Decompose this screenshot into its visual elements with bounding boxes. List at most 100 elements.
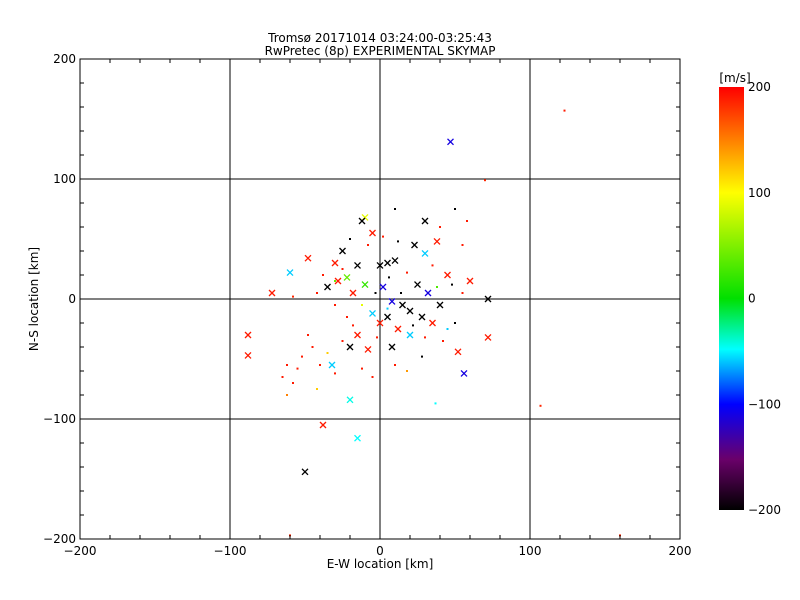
point-dot <box>400 292 402 294</box>
chart-title: Tromsø 20171014 03:24:00-03:25:43 <box>267 31 492 45</box>
point-cross <box>429 319 436 327</box>
point-cross-stroke <box>244 331 252 339</box>
point-cross-stroke <box>319 421 327 429</box>
point-dot <box>382 235 384 238</box>
point-cross-stroke <box>466 277 474 285</box>
point-cross-stroke <box>304 254 312 262</box>
x-tick-labels: −200 −100 0 100 200 <box>64 544 692 558</box>
point-cross-stroke <box>406 307 414 315</box>
point-cross <box>376 319 384 327</box>
point-dot <box>319 364 321 366</box>
point-dot <box>286 394 288 396</box>
point-cross <box>354 331 361 339</box>
point-dot <box>454 208 456 210</box>
point-cross-stroke <box>394 325 402 333</box>
point-cross-stroke <box>433 237 441 245</box>
point-cross <box>444 271 451 279</box>
point-cross <box>339 247 346 255</box>
point-dot <box>334 280 336 282</box>
colorbar-tick-label: −200 <box>748 503 781 517</box>
point-cross <box>376 261 384 269</box>
point-dot <box>301 355 303 358</box>
point-cross-stroke <box>343 273 351 281</box>
point-cross <box>484 333 492 341</box>
point-cross-stroke <box>331 259 339 267</box>
y-tick-label: −100 <box>43 412 76 426</box>
point-cross-stroke <box>339 247 346 255</box>
point-cross-stroke <box>388 297 396 305</box>
point-dot <box>446 328 449 330</box>
point-cross-stroke <box>414 281 421 289</box>
point-cross-stroke <box>418 313 426 321</box>
point-cross-stroke <box>324 283 331 291</box>
x-tick-label: 200 <box>669 544 692 558</box>
x-tick-label: 100 <box>519 544 542 558</box>
point-dot <box>539 404 542 407</box>
point-cross <box>391 257 399 265</box>
point-cross <box>406 331 414 339</box>
point-dot <box>286 364 288 366</box>
point-dot <box>386 307 389 310</box>
point-dot <box>281 376 284 378</box>
point-cross-stroke <box>406 331 414 339</box>
point-cross <box>388 343 396 351</box>
point-dot <box>361 367 363 370</box>
point-cross-stroke <box>358 217 366 225</box>
point-cross <box>399 301 406 309</box>
y-tick-label: 0 <box>68 292 76 306</box>
colorbar-tick-label: 0 <box>748 292 756 306</box>
point-dot <box>341 268 344 270</box>
point-cross-stroke <box>460 369 468 377</box>
point-dot <box>484 179 486 182</box>
point-cross <box>361 281 369 289</box>
point-cross-stroke <box>447 138 454 146</box>
point-dot <box>296 367 299 370</box>
point-dot <box>436 286 438 288</box>
point-cross <box>406 307 414 315</box>
point-cross <box>460 369 468 377</box>
x-tick-label: −100 <box>214 544 247 558</box>
point-cross <box>354 434 361 442</box>
point-dot <box>421 355 423 358</box>
point-cross-stroke <box>369 229 376 237</box>
point-cross <box>331 259 339 267</box>
point-cross-stroke <box>328 361 336 369</box>
point-cross-stroke <box>421 249 429 257</box>
point-cross-stroke <box>349 289 357 297</box>
point-cross-stroke <box>364 345 372 353</box>
point-cross <box>268 289 276 297</box>
colorbar-tick-label: 100 <box>748 186 771 200</box>
point-cross <box>358 217 366 225</box>
point-dot <box>461 244 464 246</box>
point-cross-stroke <box>424 289 432 297</box>
point-cross-stroke <box>369 309 376 317</box>
point-cross-stroke <box>354 331 361 339</box>
point-cross <box>466 277 474 285</box>
point-dot <box>322 274 324 276</box>
grid <box>80 59 680 539</box>
point-dot <box>434 402 437 405</box>
point-cross-stroke <box>361 281 369 289</box>
colorbar-tick-labels: 200 100 0 −100 −200 <box>748 80 781 517</box>
point-cross-stroke <box>384 259 391 267</box>
point-cross <box>421 249 429 257</box>
point-dot <box>367 244 369 246</box>
point-cross-stroke <box>346 343 354 351</box>
point-cross-stroke <box>391 257 399 265</box>
point-cross-stroke <box>301 468 309 476</box>
point-dot <box>451 283 453 286</box>
point-cross-stroke <box>354 261 361 269</box>
point-dot <box>371 376 374 378</box>
point-cross <box>414 281 421 289</box>
point-dot <box>388 276 390 279</box>
point-cross <box>384 313 391 321</box>
point-cross-stroke <box>334 277 342 285</box>
point-cross <box>286 269 294 277</box>
point-cross <box>244 331 252 339</box>
point-dot <box>349 238 351 240</box>
point-cross-stroke <box>399 301 406 309</box>
point-dot <box>439 226 441 228</box>
point-cross <box>447 138 454 146</box>
point-dot <box>311 346 314 348</box>
